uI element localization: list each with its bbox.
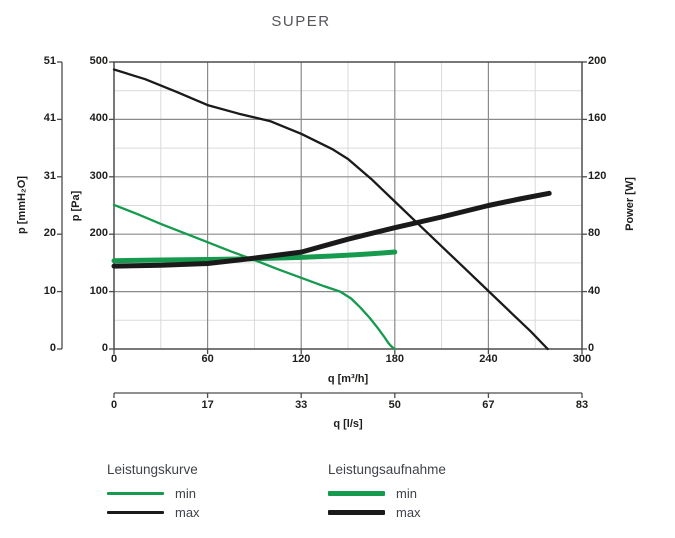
mm-tick-label: 41 bbox=[43, 112, 56, 125]
legend-item-label: min bbox=[175, 486, 196, 501]
m3h-tick-label: 60 bbox=[201, 353, 214, 365]
m3h-tick-label: 240 bbox=[479, 353, 498, 365]
ls-tick-label: 50 bbox=[388, 399, 401, 411]
pa-tick-label: 400 bbox=[89, 112, 108, 125]
max-line-swatch bbox=[328, 509, 385, 516]
legend-item-max: max bbox=[107, 503, 200, 522]
ls-tick-label: 83 bbox=[575, 399, 589, 411]
pa-tick-label: 200 bbox=[89, 227, 108, 240]
curve-leistungsaufnahme-min bbox=[111, 249, 398, 264]
ls-tick-label: 33 bbox=[295, 399, 308, 411]
min-line-swatch bbox=[328, 490, 385, 497]
m3h-tick-label: 120 bbox=[292, 353, 311, 365]
mm-tick-label: 51 bbox=[43, 55, 56, 67]
legend-item-min: min bbox=[107, 484, 200, 503]
mm-tick-label: 0 bbox=[49, 342, 56, 354]
curve-leistungskurve-max bbox=[112, 68, 549, 351]
legend-item-label: max bbox=[175, 505, 200, 520]
power-tick-label: 80 bbox=[588, 227, 601, 240]
legend-heading-power: Leistungsaufnahme bbox=[328, 462, 446, 477]
legend-item-min: min bbox=[328, 484, 446, 503]
legend-item-max: max bbox=[328, 503, 446, 522]
performance-chart-plot bbox=[57, 61, 587, 398]
legend-heading-pressure: Leistungskurve bbox=[107, 462, 198, 477]
mm-tick-label: 20 bbox=[43, 227, 56, 240]
power-tick-label: 0 bbox=[588, 342, 595, 354]
legend-group-pressure: Leistungskurve min max bbox=[107, 462, 200, 522]
legend-item-label: min bbox=[396, 486, 417, 501]
pa-tick-label: 300 bbox=[89, 169, 108, 182]
ls-tick-label: 17 bbox=[201, 399, 214, 411]
m3h-tick-label: 180 bbox=[385, 353, 404, 365]
y-axis-title-pa: p [Pa] bbox=[70, 190, 82, 222]
max-line-swatch bbox=[107, 511, 164, 514]
mm-tick-label: 10 bbox=[43, 284, 56, 297]
mm-tick-label: 31 bbox=[43, 169, 56, 182]
curve-leistungskurve-min bbox=[112, 203, 396, 351]
m3h-tick-label: 0 bbox=[110, 353, 118, 365]
curve-leistungsaufnahme-max bbox=[111, 190, 552, 269]
ls-tick-label: 0 bbox=[110, 399, 118, 411]
legend-group-power: Leistungsaufnahme min max bbox=[328, 462, 446, 522]
x-axis-title-m3h: q [m³/h] bbox=[327, 373, 369, 385]
legend-item-label: max bbox=[396, 505, 421, 520]
power-tick-label: 40 bbox=[588, 284, 601, 297]
pa-tick-label: 100 bbox=[89, 284, 108, 297]
min-line-swatch bbox=[107, 492, 164, 495]
power-tick-label: 160 bbox=[588, 112, 607, 125]
m3h-tick-label: 300 bbox=[572, 353, 592, 365]
pa-tick-label: 0 bbox=[101, 342, 108, 354]
chart-title: SUPER bbox=[271, 13, 331, 30]
power-tick-label: 120 bbox=[588, 169, 607, 182]
pa-tick-label: 500 bbox=[89, 55, 108, 67]
y-axis-title-mmh2o: p [mmH₂O] bbox=[16, 175, 28, 235]
ls-tick-label: 67 bbox=[482, 399, 495, 411]
y-axis-title-power: Power [W] bbox=[624, 177, 636, 231]
power-tick-label: 200 bbox=[588, 55, 607, 67]
x-axis-title-ls: q [l/s] bbox=[333, 418, 363, 430]
